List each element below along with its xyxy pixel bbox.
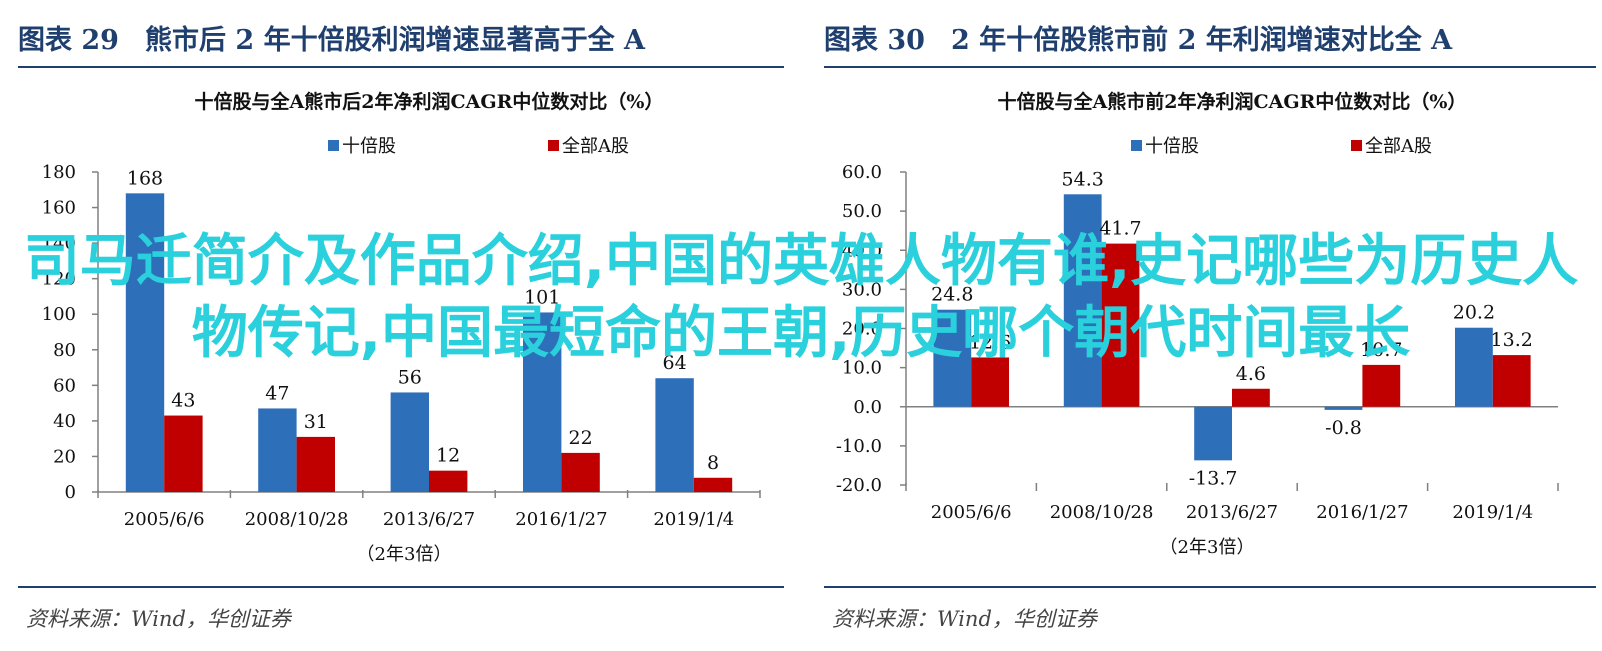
y-tick-label: 40 <box>53 411 76 432</box>
bar-2 <box>164 415 203 492</box>
bar-1 <box>390 392 429 492</box>
legend-swatch-1 <box>1131 140 1142 151</box>
bar-1 <box>1194 406 1232 461</box>
data-label: 43 <box>171 390 195 412</box>
legend-label-1: 十倍股 <box>1145 136 1199 157</box>
legend-swatch-2 <box>1351 140 1362 151</box>
data-label: 64 <box>663 352 687 374</box>
figure-number: 图表 30 <box>824 25 925 56</box>
y-tick-label: 180 <box>42 162 76 183</box>
heading-rule <box>18 66 784 68</box>
bar-chart-before-bear: 十倍股与全A熊市前2年净利润CAGR中位数对比（%） 十倍股 全部A股 -20.0 -1… <box>836 90 1559 558</box>
figure-heading: 图表 30 2 年十倍股熊市前 2 年利润增速对比全 A <box>824 18 1602 57</box>
data-label: 20.2 <box>1453 302 1495 324</box>
x-category-label: 2013/6/27 <box>383 509 475 530</box>
x-category-label: 2008/10/28 <box>1050 502 1154 523</box>
bar-2 <box>429 470 468 492</box>
bar-chart-after-bear: 十倍股与全A熊市后2年净利润CAGR中位数对比（%） 十倍股 全部A股 0 20 40 60… <box>42 90 761 565</box>
y-tick-label: 0 <box>65 482 76 503</box>
data-label: 10.7 <box>1360 339 1402 361</box>
figure-title: 熊市后 2 年十倍股利润增速显著高于全 A <box>144 25 645 56</box>
bar-2 <box>693 477 733 492</box>
bar-2 <box>561 452 600 492</box>
figure-heading: 图表 29 熊市后 2 年十倍股利润增速显著高于全 A <box>18 18 790 57</box>
y-tick-label: 40.0 <box>842 240 882 261</box>
data-label: 41.7 <box>1099 218 1141 240</box>
y-tick-label: 60 <box>53 375 76 396</box>
y-tick-label: 0.0 <box>853 397 882 418</box>
data-label: 47 <box>265 382 289 404</box>
bar-2 <box>1101 243 1140 407</box>
data-label: 8 <box>707 452 719 474</box>
x-category-label: 2013/6/27 <box>1186 502 1278 523</box>
data-label: 101 <box>524 286 560 308</box>
bar-1 <box>1454 327 1493 407</box>
overlay-watermark-text: 司马迁简介及作品介绍,中国的英雄人物有谁,史记哪些为历史人物传记,中国最短命的王… <box>23 229 1579 366</box>
source-note: 资料来源：Wind，华创证券 <box>832 607 1097 631</box>
source-rule <box>824 586 1596 588</box>
data-label: 168 <box>127 167 163 189</box>
bar-2 <box>1232 388 1270 407</box>
x-category-label: 2005/6/6 <box>124 509 205 530</box>
data-label: 4.6 <box>1236 363 1266 385</box>
y-tick-label: 160 <box>42 198 76 219</box>
legend-label-2: 全部A股 <box>562 136 629 157</box>
source-note: 资料来源：Wind，华创证券 <box>26 607 291 631</box>
bar-2 <box>1492 355 1531 407</box>
figure-title: 2 年十倍股熊市前 2 年利润增速对比全 A <box>950 25 1453 56</box>
data-label: 56 <box>398 366 422 388</box>
data-label: 12.6 <box>969 331 1011 353</box>
bar-1 <box>655 378 694 492</box>
figure-panel-30: 图表 30 2 年十倍股熊市前 2 年利润增速对比全 A 十倍股与全A熊市前2年净… <box>806 0 1602 651</box>
data-label: -13.7 <box>1189 467 1238 489</box>
y-tick-label: -10.0 <box>836 436 882 457</box>
x-category-label: 2005/6/6 <box>931 502 1012 523</box>
x-category-label: 2016/1/27 <box>515 509 607 530</box>
y-tick-label: 50.0 <box>842 201 882 222</box>
x-axis-note: （2年3倍） <box>1160 537 1255 558</box>
bar-2 <box>971 357 1010 407</box>
y-tick-label: 80 <box>53 340 76 361</box>
bar-2 <box>296 436 335 492</box>
legend-swatch-1 <box>328 140 339 151</box>
bar-1 <box>523 312 562 492</box>
data-label: 13.2 <box>1491 329 1533 351</box>
chart-title: 十倍股与全A熊市后2年净利润CAGR中位数对比（%） <box>195 90 664 113</box>
y-tick-label: -20.0 <box>836 475 882 496</box>
legend-label-2: 全部A股 <box>1365 136 1432 157</box>
data-label: 54.3 <box>1062 168 1104 190</box>
legend-label-1: 十倍股 <box>342 136 396 157</box>
x-category-label: 2019/1/4 <box>1452 502 1533 523</box>
y-tick-label: 140 <box>42 233 76 254</box>
figure-panel-29: 图表 29 熊市后 2 年十倍股利润增速显著高于全 A 十倍股与全A熊市后2年净利… <box>0 0 790 651</box>
y-tick-label: 120 <box>42 269 76 290</box>
figure-number: 图表 29 <box>18 25 119 56</box>
data-label: 22 <box>569 427 593 449</box>
bar-1 <box>933 309 972 407</box>
data-label: 24.8 <box>931 284 973 306</box>
source-rule <box>18 586 784 588</box>
y-tick-label: 10.0 <box>842 358 882 379</box>
heading-rule <box>824 66 1596 68</box>
bar-1 <box>1324 406 1363 410</box>
x-category-label: 2019/1/4 <box>653 509 734 530</box>
data-label: 12 <box>436 445 460 467</box>
data-label: 31 <box>304 411 328 433</box>
bar-1 <box>125 193 165 492</box>
legend-swatch-2 <box>548 140 559 151</box>
y-tick-label: 20.0 <box>842 319 882 340</box>
y-tick-label: 60.0 <box>842 162 882 183</box>
x-axis-note: （2年3倍） <box>357 544 452 565</box>
bar-2 <box>1362 364 1401 407</box>
bar-1 <box>258 408 297 492</box>
data-label: -0.8 <box>1325 417 1362 439</box>
y-tick-label: 20 <box>53 446 76 467</box>
x-category-label: 2008/10/28 <box>245 509 349 530</box>
y-tick-label: 30.0 <box>842 279 882 300</box>
chart-title: 十倍股与全A熊市前2年净利润CAGR中位数对比（%） <box>998 90 1467 113</box>
bar-1 <box>1063 194 1102 407</box>
y-tick-label: 100 <box>42 304 76 325</box>
x-category-label: 2016/1/27 <box>1316 502 1408 523</box>
